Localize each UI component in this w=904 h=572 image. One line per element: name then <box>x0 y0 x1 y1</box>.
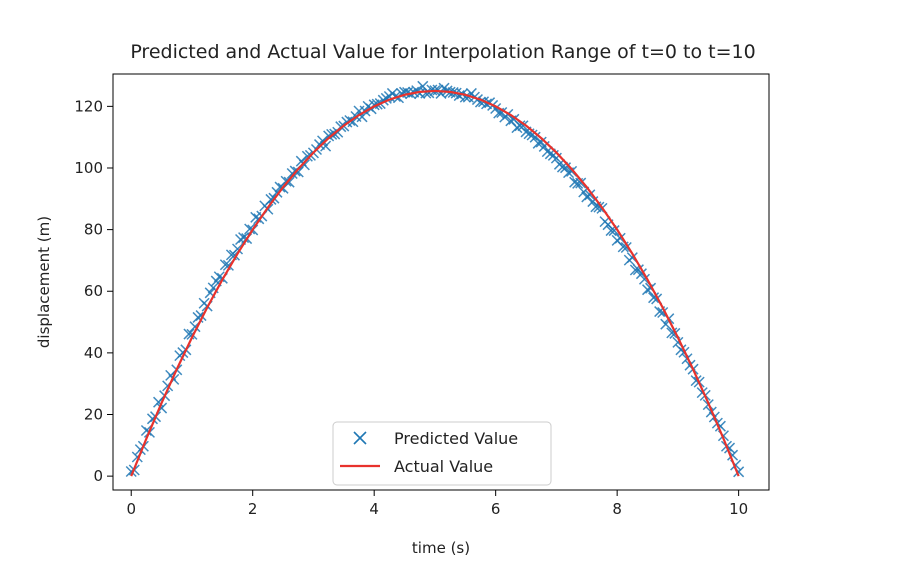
predicted-point <box>575 177 587 189</box>
x-tick-label: 6 <box>491 500 501 518</box>
predicted-point <box>511 122 523 134</box>
actual-value-line <box>130 89 740 477</box>
predicted-point <box>140 424 152 437</box>
predicted-point <box>238 232 250 244</box>
x-tick-label: 4 <box>369 500 379 518</box>
x-tick-label: 8 <box>612 500 622 518</box>
predicted-point <box>666 327 678 339</box>
predicted-point <box>231 243 244 255</box>
x-axis-label: time (s) <box>412 539 470 557</box>
x-tick-label: 10 <box>729 500 748 518</box>
y-tick-label: 60 <box>84 282 103 300</box>
predicted-point <box>532 137 544 149</box>
predicted-point <box>271 186 283 198</box>
y-tick-label: 80 <box>84 221 103 239</box>
x-tick-label: 2 <box>248 500 258 518</box>
chart-title: Predicted and Actual Value for Interpola… <box>130 41 755 63</box>
y-tick-label: 40 <box>84 344 103 362</box>
predicted-point <box>648 292 660 304</box>
predicted-point <box>593 201 605 213</box>
x-axis: 0 2 4 6 8 10 <box>126 490 748 518</box>
predicted-point <box>244 223 256 235</box>
legend-label-predicted-value: Predicted Value <box>394 429 518 448</box>
y-axis-label: displacement (m) <box>35 216 53 348</box>
predicted-point <box>608 225 620 237</box>
predicted-point <box>638 273 651 285</box>
legend-label-actual-value: Actual Value <box>394 457 493 476</box>
predicted-point <box>566 165 578 177</box>
predicted-point <box>347 116 359 128</box>
legend-marker-predicted-value <box>353 431 367 445</box>
predicted-point <box>529 131 541 143</box>
predicted-point <box>323 130 335 142</box>
predicted-point <box>301 150 313 162</box>
legend-box <box>332 421 552 486</box>
series-layer <box>125 80 745 478</box>
predicted-point <box>317 135 329 147</box>
y-tick-label: 0 <box>93 467 103 485</box>
predicted-point <box>584 189 596 201</box>
y-tick-label: 120 <box>74 97 103 115</box>
y-tick-label: 20 <box>84 406 103 424</box>
predicted-point <box>559 162 572 174</box>
predicted-point <box>420 87 432 99</box>
x-tick-label: 0 <box>126 500 136 518</box>
y-tick-label: 100 <box>74 159 103 177</box>
plot-area <box>112 73 770 491</box>
y-axis: 0 20 40 60 80 100 120 <box>74 97 113 485</box>
legend: Predicted Value Actual Value <box>332 421 552 486</box>
predicted-point <box>298 159 310 171</box>
predicted-point <box>356 111 368 123</box>
